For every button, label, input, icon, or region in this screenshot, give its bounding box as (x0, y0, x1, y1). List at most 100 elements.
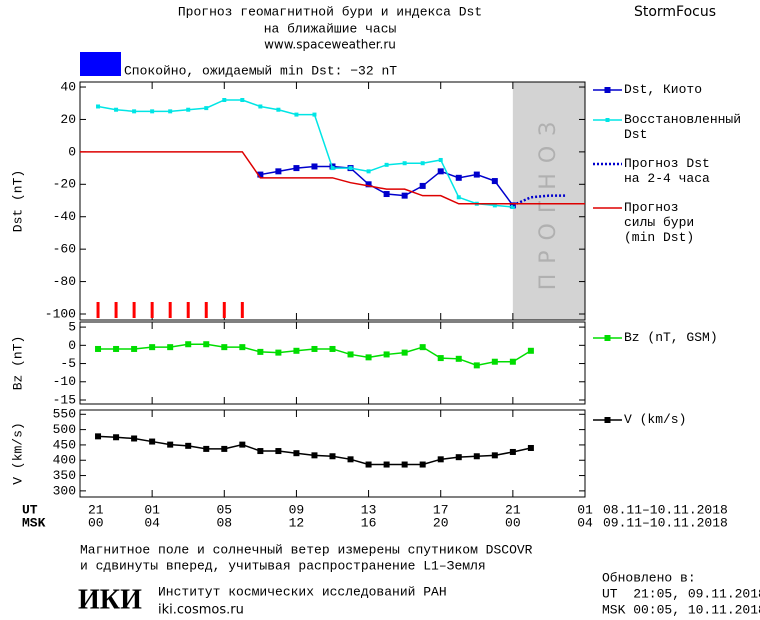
data-point (510, 204, 515, 209)
data-point (149, 344, 156, 351)
msk-tick-label: 04 (577, 515, 593, 530)
ut-range: 08.11–10.11.2018 (603, 502, 728, 517)
data-point (401, 461, 408, 468)
data-point (311, 345, 318, 352)
footer-note: Магнитное поле и солнечный ветер измерен… (80, 542, 533, 557)
x-tick-label: 21 (505, 502, 521, 517)
title: Прогноз геомагнитной бури и индекса Dst (178, 4, 482, 19)
x-tick-label: 17 (433, 502, 449, 517)
x-tick-label: 01 (144, 502, 160, 517)
y-tick-label: 5 (68, 320, 76, 335)
y-tick-label: -10 (53, 374, 76, 389)
data-point (239, 441, 246, 448)
y-tick-label: -15 (53, 392, 76, 407)
data-point (132, 109, 137, 114)
data-point (365, 181, 372, 188)
y-tick-label: -20 (53, 177, 76, 192)
msk-tick-label: 16 (361, 515, 377, 530)
data-point (257, 448, 264, 455)
data-point (420, 161, 425, 166)
data-point (275, 168, 282, 175)
data-point (473, 362, 480, 369)
forecast-label: ПРОГНОЗ (536, 112, 561, 291)
data-point (186, 107, 191, 112)
y-tick-label: 0 (68, 338, 76, 353)
y-tick-label: 500 (53, 422, 76, 437)
data-point (113, 345, 120, 352)
brand: StormFocus (634, 4, 716, 20)
data-point (203, 341, 210, 348)
legend-marker (604, 87, 611, 93)
data-point (438, 157, 443, 162)
y-axis-label: Dst (nT) (10, 170, 25, 232)
msk-tick-label: 20 (433, 515, 449, 530)
data-point (167, 344, 174, 351)
y-axis-label: V (km/s) (10, 422, 25, 484)
data-point (365, 354, 372, 361)
legend-marker (604, 335, 611, 341)
msk-tick-label: 04 (144, 515, 160, 530)
data-point (347, 456, 354, 463)
data-point (366, 169, 371, 174)
x-tick-label: 09 (289, 502, 305, 517)
data-point (491, 452, 498, 459)
legend-label: V (km/s) (624, 412, 687, 427)
url: www.spaceweather.ru (264, 38, 396, 52)
data-point (419, 344, 426, 351)
data-point (293, 165, 300, 172)
y-axis-label: Bz (nT) (10, 336, 25, 391)
panel-frame (79, 321, 586, 405)
data-point (491, 358, 498, 365)
legend-label: Bz (nT, GSM) (624, 330, 718, 345)
y-tick-label: 450 (53, 437, 76, 452)
y-tick-label: -5 (60, 356, 76, 371)
data-point (275, 349, 282, 356)
updated-ut: UT 21:05, 09.11.2018 (602, 586, 760, 601)
status-box (80, 52, 121, 76)
data-point (455, 355, 462, 362)
y-tick-label: 20 (60, 112, 76, 127)
y-tick-label: -60 (53, 242, 76, 257)
data-point (329, 453, 336, 460)
data-point (96, 104, 101, 109)
data-point (150, 109, 155, 114)
data-point (419, 182, 426, 189)
subtitle: на ближайшие часы (264, 21, 397, 36)
data-point (509, 358, 516, 365)
data-point (311, 163, 318, 170)
data-point (330, 166, 335, 171)
data-point (509, 448, 516, 455)
data-point (275, 448, 282, 455)
msk-axis-label: MSK (22, 515, 46, 530)
data-point (240, 97, 245, 102)
y-tick-label: 0 (68, 144, 76, 159)
data-point (276, 107, 281, 112)
x-tick-label: 01 (577, 502, 593, 517)
data-point (293, 450, 300, 457)
msk-range: 09.11–10.11.2018 (603, 515, 728, 530)
data-point (401, 349, 408, 356)
y-tick-label: 300 (53, 483, 76, 498)
data-point (329, 345, 336, 352)
data-point (221, 445, 228, 452)
x-tick-label: 05 (216, 502, 232, 517)
data-point (527, 347, 534, 354)
data-point (383, 461, 390, 468)
data-point (348, 166, 353, 171)
logo: ИКИ (78, 584, 142, 615)
data-point (222, 97, 227, 102)
panel-frame (79, 81, 586, 321)
data-point (365, 461, 372, 468)
series-line (97, 435, 532, 466)
data-point (131, 345, 138, 352)
y-tick-label: 400 (53, 453, 76, 468)
data-point (492, 203, 497, 208)
site: iki.cosmos.ru (158, 603, 244, 618)
y-tick-label: 350 (53, 468, 76, 483)
status-text: Спокойно, ожидаемый min Dst: −32 nT (124, 63, 397, 78)
data-point (455, 174, 462, 181)
data-point (527, 444, 534, 451)
data-point (383, 351, 390, 358)
series-line (512, 194, 567, 207)
